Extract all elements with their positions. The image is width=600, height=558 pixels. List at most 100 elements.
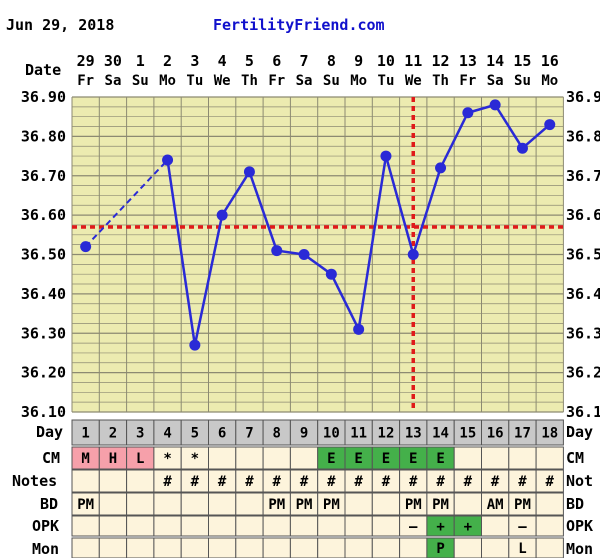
- cm-cell-bg: [508, 446, 537, 470]
- day-cell-bg: [508, 419, 537, 446]
- y-tick-label: 36.60: [21, 206, 66, 224]
- mon-row-label-right: Mon: [566, 540, 593, 558]
- bd-cell: PM: [323, 497, 340, 513]
- mon-cell-bg: [453, 537, 483, 558]
- series-segment: [248, 171, 278, 251]
- series-segment: [330, 273, 360, 330]
- temperature-point: [380, 150, 392, 162]
- opk-row-label-right: OPK: [566, 517, 593, 535]
- opk-cell-bg: [126, 515, 155, 537]
- date-tick-label: 4: [218, 52, 227, 70]
- y-tick-label: 36.80: [21, 127, 66, 145]
- day-cell-bg: [399, 419, 428, 446]
- y-tick-label: 36.70: [21, 167, 66, 185]
- notes-cell: #: [546, 474, 555, 490]
- cm-cell: L: [136, 451, 144, 467]
- cm-cell-bg: [262, 446, 291, 470]
- notes-cell: #: [191, 474, 200, 490]
- cm-cell-bg: [453, 446, 483, 470]
- bd-cell-bg: [235, 492, 264, 516]
- y-tick-label: 36.30: [21, 324, 66, 342]
- opk-cell: –: [409, 519, 418, 535]
- y-tick-label-right: 36.2: [566, 364, 600, 382]
- temperature-point: [189, 339, 201, 351]
- series-segment: [166, 159, 197, 346]
- series-segment: [384, 155, 415, 255]
- series-segment: [494, 104, 524, 149]
- y-tick-label-right: 36.7: [566, 167, 600, 185]
- day-cell-bg: [535, 419, 564, 446]
- cm-cell: E: [354, 451, 362, 467]
- bd-row-label: BD: [40, 495, 58, 513]
- opk-cell-bg: [344, 515, 373, 537]
- cm-cell: *: [191, 451, 199, 467]
- temperature-point: [489, 99, 501, 111]
- series-segment: [357, 155, 388, 330]
- date-tick-label: 6: [272, 52, 281, 70]
- day-cell-bg: [153, 419, 182, 446]
- weekday-tick-label: Su: [514, 73, 531, 89]
- mon-cell-bg: [208, 537, 237, 558]
- temperature-grid: [71, 96, 564, 413]
- date-tick-label: 13: [459, 52, 477, 70]
- notes-cell: #: [518, 474, 527, 490]
- day-cell-bg: [371, 419, 401, 446]
- mon-cell-bg: [126, 537, 155, 558]
- opk-cell-bg: [481, 515, 510, 537]
- day-cell-bg: [317, 419, 346, 446]
- weekday-tick-label: Mo: [541, 73, 558, 89]
- opk-cell: +: [464, 519, 472, 535]
- weekday-tick-label: Su: [323, 73, 340, 89]
- cm-cell: E: [436, 451, 444, 467]
- weekday-tick-label: Fr: [77, 73, 94, 89]
- day-cell-bg: [71, 419, 100, 446]
- temperature-point: [325, 268, 337, 280]
- temperature-point: [80, 241, 92, 253]
- bd-cell-bg: [153, 492, 182, 516]
- day-cell: 8: [273, 426, 281, 442]
- day-row-label: Day: [36, 423, 63, 441]
- temperature-point: [462, 107, 474, 119]
- y-tick-label-right: 36.4: [566, 285, 600, 303]
- day-cell-bg: [262, 419, 291, 446]
- mon-row-label: Mon: [32, 540, 59, 558]
- opk-cell-bg: [180, 515, 209, 537]
- series-segment: [221, 171, 251, 216]
- opk-row-label: OPK: [32, 517, 59, 535]
- mon-cell-bg: [399, 537, 428, 558]
- y-tick-label: 36.40: [21, 285, 66, 303]
- bd-cell: PM: [296, 497, 313, 513]
- bd-cell-bg: [208, 492, 237, 516]
- temperature-point: [298, 249, 310, 260]
- weekday-tick-label: Sa: [487, 73, 504, 89]
- notes-cell-bg: [71, 469, 100, 493]
- temperature-point: [407, 249, 419, 260]
- cm-cell-bg: [235, 446, 264, 470]
- date-tick-label: 30: [104, 52, 122, 70]
- opk-cell-bg: [289, 515, 319, 537]
- bd-cell-bg: [344, 492, 373, 516]
- cm-cell: *: [163, 451, 171, 467]
- day-cell: 11: [350, 426, 367, 442]
- mon-cell-bg: [180, 537, 209, 558]
- date-tick-label: 1: [136, 52, 145, 70]
- notes-cell-bg: [126, 469, 155, 493]
- date-tick-label: 9: [354, 52, 363, 70]
- bd-cell: PM: [77, 497, 94, 513]
- mon-cell: P: [436, 541, 444, 557]
- weekday-tick-label: Mo: [350, 73, 367, 89]
- cm-cell: E: [327, 451, 335, 467]
- notes-cell-bg: [535, 469, 564, 493]
- mon-cell: L: [518, 541, 526, 557]
- mon-cell-bg: [262, 537, 291, 558]
- chart-date: Jun 29, 2018: [6, 16, 114, 34]
- bd-cell-bg: [180, 492, 209, 516]
- date-tick-label: 8: [327, 52, 336, 70]
- mon-cell-bg: [344, 537, 373, 558]
- day-cell-bg: [98, 419, 128, 446]
- notes-cell: #: [409, 474, 418, 490]
- opk-cell-bg: [98, 515, 128, 537]
- weekday-tick-label: We: [214, 73, 231, 89]
- cm-cell: E: [382, 451, 390, 467]
- y-tick-label-right: 36.6: [566, 206, 600, 224]
